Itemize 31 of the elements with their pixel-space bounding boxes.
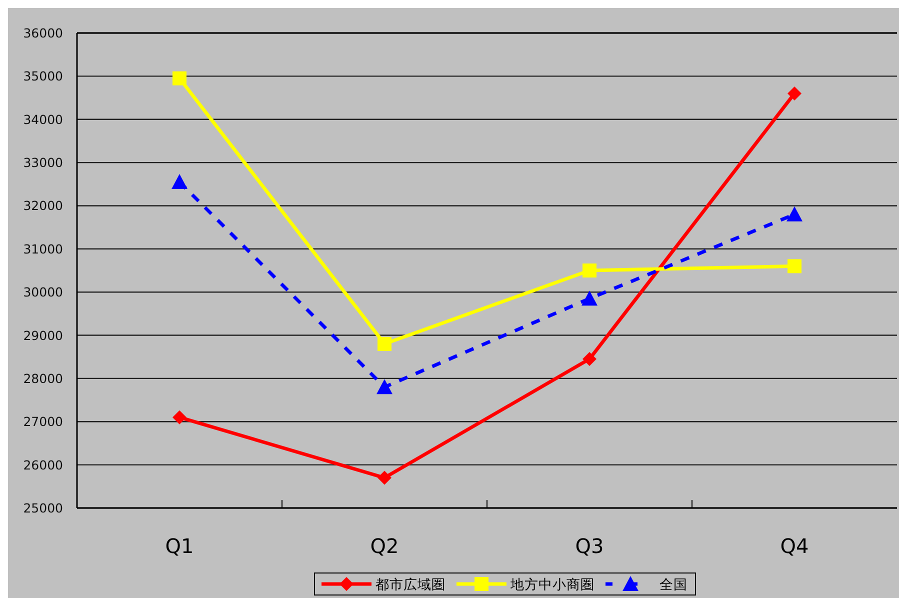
point	[788, 86, 802, 100]
point	[172, 174, 188, 189]
x-tick-label: Q1	[165, 534, 194, 558]
y-tick-label: 26000	[23, 457, 64, 472]
point	[378, 336, 392, 351]
y-tick-label: 27000	[23, 414, 64, 430]
point	[786, 206, 802, 222]
y-tick-label: 34000	[23, 112, 64, 127]
y-tick-label: 30000	[23, 284, 64, 300]
y-tick-label: 36000	[23, 26, 64, 40]
point	[376, 379, 392, 394]
point	[582, 352, 596, 366]
y-tick-label: 35000	[23, 68, 64, 84]
y-tick-label: 25000	[23, 500, 64, 516]
y-tick-label: 31000	[23, 241, 64, 256]
x-tick-label: Q4	[780, 534, 809, 558]
point	[582, 290, 598, 306]
y-tick-label: 29000	[23, 328, 64, 343]
x-tick-label: Q3	[575, 534, 604, 558]
legend-label: 地方中小商圏	[510, 577, 594, 593]
point	[172, 410, 186, 424]
y-tick-label: 33000	[23, 155, 64, 170]
y-tick-label: 32000	[23, 198, 64, 214]
point	[582, 264, 596, 278]
y-tick-label: 28000	[23, 370, 64, 386]
legend-label: 全国	[660, 577, 688, 593]
point	[378, 470, 392, 485]
legend-label: 都市広域圏	[376, 577, 446, 593]
x-tick-label: Q2	[370, 534, 399, 558]
point	[788, 259, 802, 274]
point	[172, 71, 186, 86]
